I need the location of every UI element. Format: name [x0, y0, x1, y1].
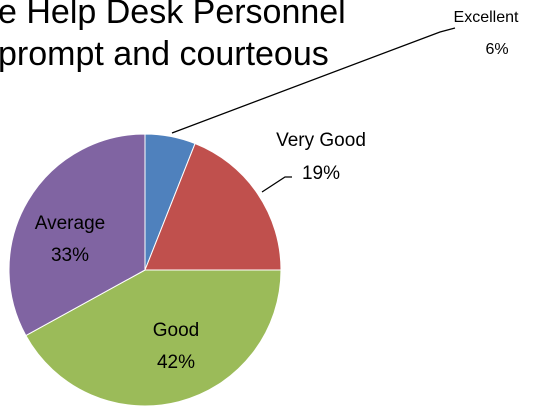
data-label-value: 19% — [302, 163, 340, 184]
data-label-value: 42% — [157, 352, 195, 373]
pie-slice — [8, 133, 146, 337]
data-label-name: Excellent — [454, 9, 519, 26]
data-label-name: Average — [35, 213, 105, 234]
data-label-value: 6% — [485, 41, 508, 58]
chart-title: e Help Desk Personnel — [0, 0, 346, 31]
leader-line — [261, 176, 292, 193]
pie-slice — [144, 142, 282, 271]
pie — [8, 133, 282, 406]
pie-slice — [25, 269, 282, 406]
chart-title: prompt and courteous — [0, 35, 329, 73]
data-label-name: Good — [153, 320, 199, 341]
leader-line — [171, 27, 456, 134]
data-label-name: Very Good — [276, 130, 366, 151]
data-label-value: 33% — [51, 245, 89, 266]
